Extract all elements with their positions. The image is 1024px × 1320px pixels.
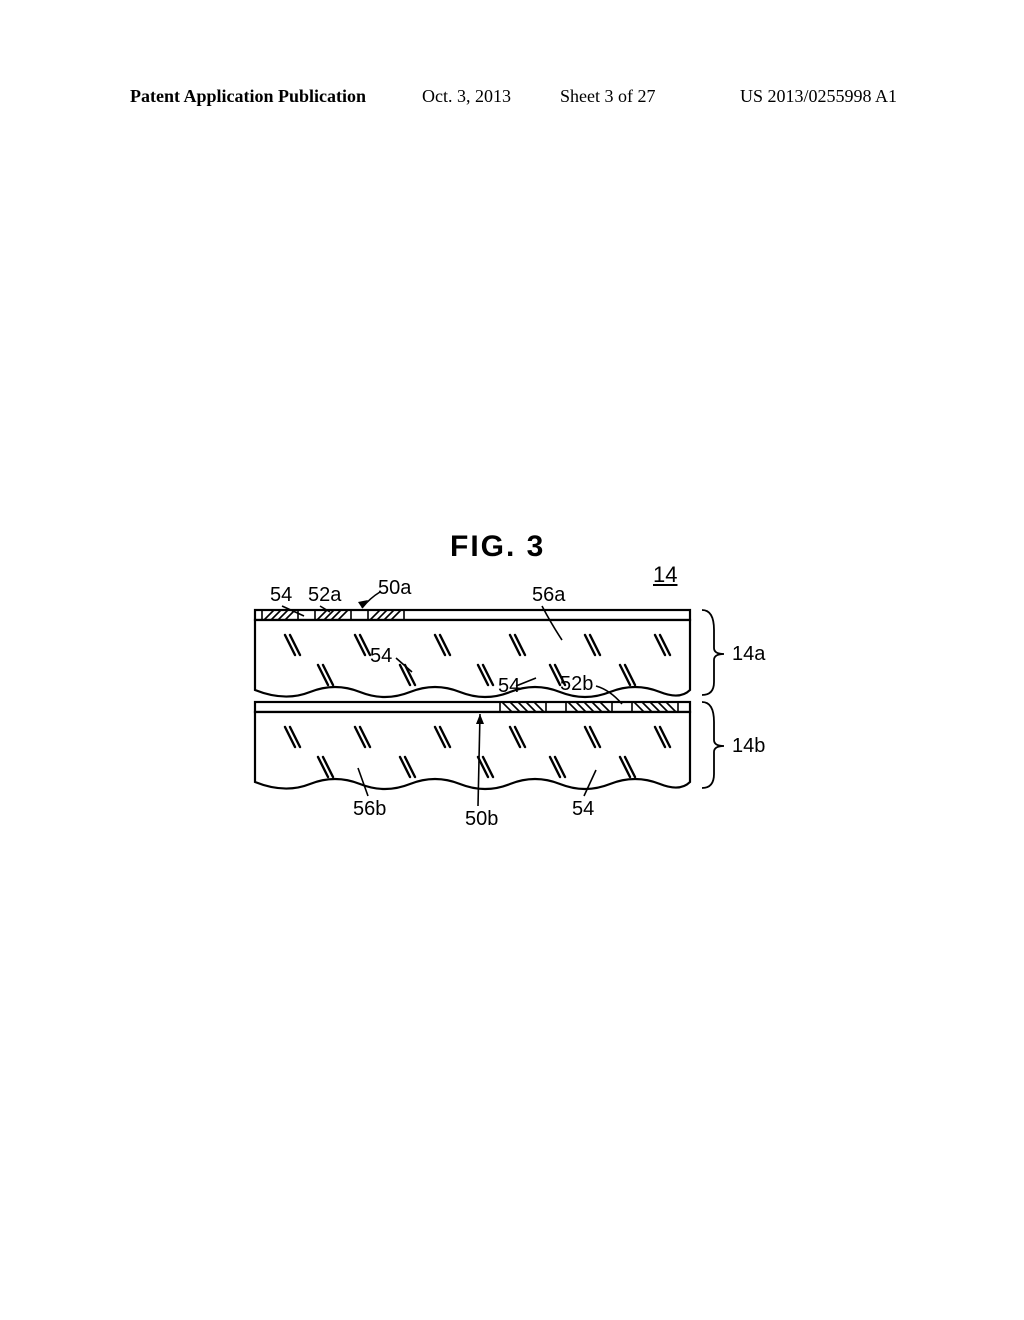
publication-type: Patent Application Publication — [130, 86, 366, 107]
label-54-top: 54 — [270, 584, 292, 607]
sheet-number: Sheet 3 of 27 — [560, 86, 655, 107]
publication-date: Oct. 3, 2013 — [422, 86, 511, 107]
brackets — [702, 610, 724, 788]
label-50b: 50b — [465, 808, 498, 831]
page-header: Patent Application Publication Oct. 3, 2… — [0, 86, 1024, 110]
assembly-ref-14: 14 — [653, 562, 677, 588]
label-56b: 56b — [353, 798, 386, 821]
label-56a: 56a — [532, 584, 565, 607]
label-52b: 52b — [560, 673, 593, 696]
label-54-mid1: 54 — [370, 645, 392, 668]
figure-3: FIG. 3 14 54 52a 50a 56a 54 54 52b 56b 5… — [240, 530, 800, 860]
figure-title: FIG. 3 — [450, 530, 545, 564]
bracket-label-14a: 14a — [732, 643, 765, 666]
label-54-mid2: 54 — [498, 675, 520, 698]
label-54-bottom: 54 — [572, 798, 594, 821]
label-50a: 50a — [378, 577, 411, 600]
publication-number: US 2013/0255998 A1 — [740, 86, 897, 107]
label-52a: 52a — [308, 584, 341, 607]
bracket-label-14b: 14b — [732, 735, 765, 758]
